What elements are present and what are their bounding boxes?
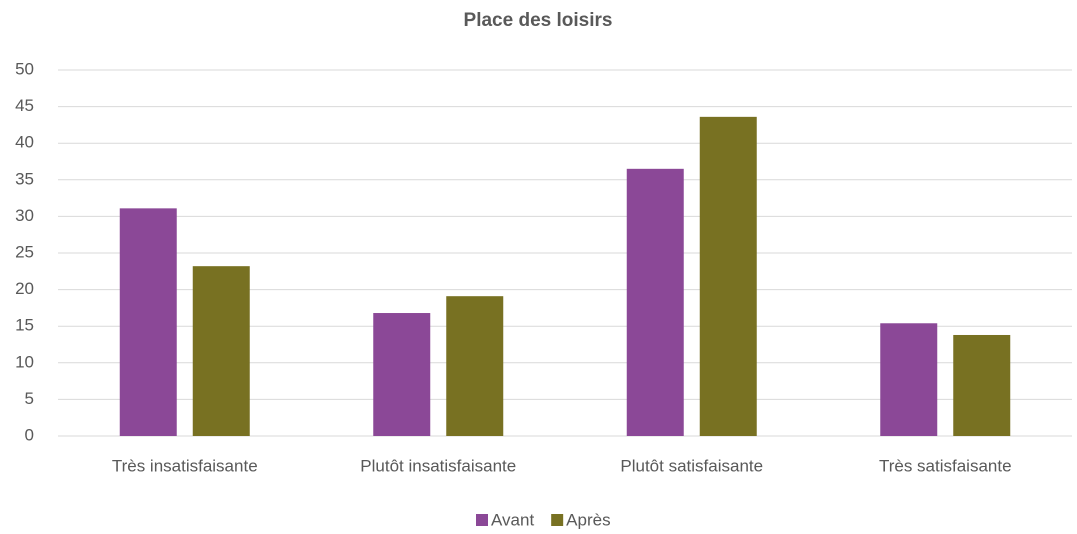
- y-tick-label: 35: [15, 169, 34, 188]
- x-tick-label: Plutôt satisfaisante: [620, 456, 763, 475]
- bar: [953, 334, 1011, 436]
- y-tick-label: 45: [15, 96, 34, 115]
- y-tick-label: 5: [25, 389, 34, 408]
- bar: [119, 208, 177, 436]
- y-tick-label: 0: [25, 425, 34, 444]
- chart-title: Place des loisirs: [464, 10, 613, 31]
- x-tick-label: Très insatisfaisante: [112, 456, 258, 475]
- y-tick-label: 50: [15, 59, 34, 78]
- y-tick-label: 30: [15, 206, 34, 225]
- legend-swatch: [551, 514, 564, 526]
- x-tick-label: Plutôt insatisfaisante: [360, 456, 516, 475]
- bar: [699, 116, 757, 437]
- legend-label: Après: [566, 510, 610, 529]
- bar: [192, 266, 250, 436]
- y-tick-label: 15: [15, 316, 34, 335]
- x-tick-label: Très satisfaisante: [879, 456, 1012, 475]
- y-tick-label: 40: [15, 133, 34, 152]
- legend-label: Avant: [491, 510, 534, 529]
- y-tick-label: 10: [15, 352, 34, 371]
- legend-swatch: [476, 514, 488, 526]
- y-tick-label: 25: [15, 242, 34, 261]
- y-tick-label: 20: [15, 279, 34, 298]
- bar: [446, 296, 504, 436]
- bar: [880, 323, 938, 436]
- bar: [373, 313, 431, 436]
- bar: [626, 168, 684, 436]
